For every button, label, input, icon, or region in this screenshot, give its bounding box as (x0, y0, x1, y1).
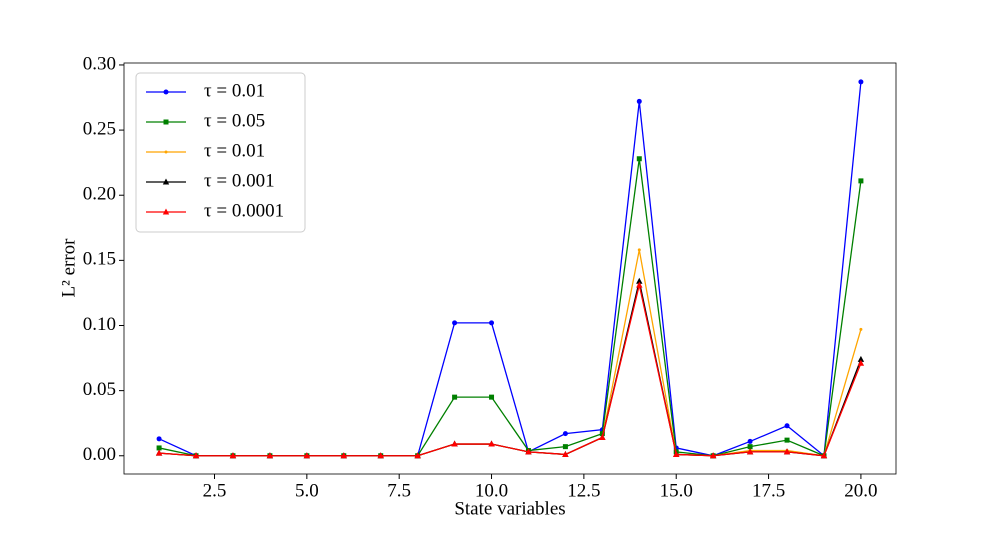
marker (414, 452, 421, 459)
marker (164, 150, 168, 154)
marker (709, 452, 717, 459)
marker (747, 444, 753, 450)
y-tick-label: 0.10 (83, 314, 116, 335)
marker (155, 449, 163, 456)
marker (636, 156, 642, 162)
marker (452, 394, 458, 400)
marker (746, 448, 754, 455)
legend-label: τ = 0.01 (204, 140, 265, 161)
marker (303, 452, 311, 459)
marker (562, 444, 568, 450)
marker (820, 452, 828, 459)
marker (162, 178, 170, 185)
legend-label: τ = 0.05 (204, 110, 265, 131)
y-tick-label: 0.25 (83, 118, 116, 139)
x-tick-label: 10.0 (475, 480, 508, 501)
marker (636, 98, 642, 104)
marker (562, 431, 568, 437)
marker (452, 320, 458, 326)
x-tick-label: 12.5 (567, 480, 600, 501)
x-tick-label: 7.5 (387, 480, 411, 501)
marker (637, 248, 641, 252)
marker (266, 452, 274, 459)
marker (451, 440, 458, 447)
y-tick-label: 0.20 (83, 184, 116, 205)
legend: τ = 0.01 τ = 0.05 τ = 0.01 τ = 0.001 τ = 0.0… (135, 72, 306, 233)
legend-label: τ = 0.01 (204, 80, 265, 101)
marker (599, 434, 606, 441)
x-tick-label: 5.0 (295, 480, 319, 501)
marker (858, 178, 864, 184)
marker (673, 450, 680, 457)
marker (857, 355, 865, 362)
series-line (159, 281, 862, 457)
x-tick-label: 2.5 (203, 480, 227, 501)
marker (858, 79, 864, 85)
marker (229, 452, 237, 459)
series-line (159, 284, 862, 457)
marker (163, 119, 169, 125)
marker (340, 452, 347, 459)
x-tick-label: 20.0 (844, 480, 877, 501)
y-tick-label: 0.15 (83, 249, 116, 270)
marker (489, 394, 495, 400)
x-tick-label: 17.5 (752, 480, 785, 501)
marker (156, 445, 162, 451)
marker (489, 320, 495, 326)
y-tick-label: 0.30 (83, 53, 116, 74)
marker (636, 281, 643, 288)
marker (562, 450, 569, 457)
y-tick-label: 0.00 (83, 444, 116, 465)
legend-label: τ = 0.0001 (204, 200, 284, 221)
marker (784, 437, 790, 443)
legend-label: τ = 0.001 (204, 170, 275, 191)
marker (857, 359, 865, 366)
marker (163, 89, 169, 95)
legend-frame (135, 72, 306, 233)
marker (784, 423, 790, 429)
marker (747, 438, 753, 444)
marker (377, 452, 384, 459)
marker (599, 431, 605, 437)
marker (488, 440, 495, 447)
x-tick-label: 15.0 (660, 480, 693, 501)
marker (525, 448, 532, 455)
marker (859, 327, 863, 331)
y-tick-label: 0.05 (83, 379, 116, 400)
marker (156, 436, 162, 442)
marker (636, 277, 643, 284)
marker (162, 208, 170, 215)
marker (783, 448, 791, 455)
marker (192, 452, 200, 459)
x-axis-label: State variables (454, 498, 565, 519)
plot-frame (123, 62, 897, 475)
y-axis-label: L² error (58, 238, 79, 298)
